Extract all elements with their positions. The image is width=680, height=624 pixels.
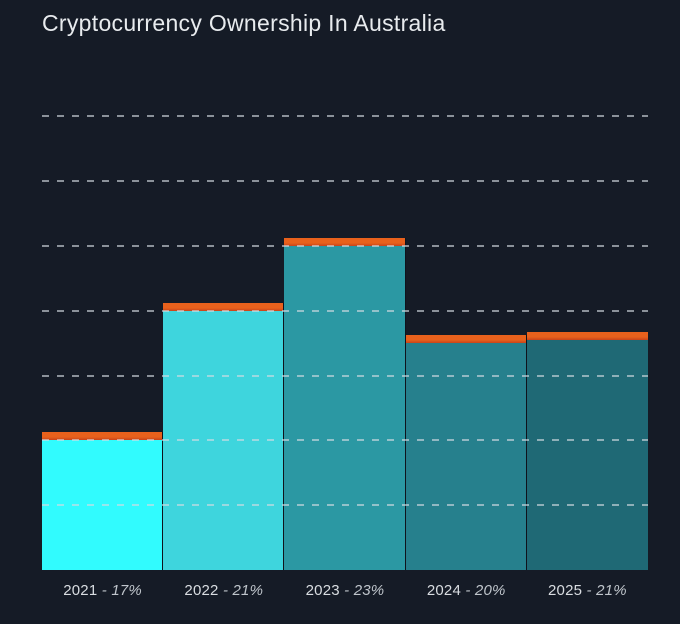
tick-value: - 20% [460, 582, 506, 599]
x-tick-label-2024: 2024 - 20% [406, 582, 527, 599]
bar-body-2021 [42, 440, 163, 570]
tick-value: - 21% [582, 582, 627, 599]
x-tick-label-2022: 2022 - 21% [163, 582, 284, 599]
bar-2025 [526, 331, 648, 570]
tick-year: 2021 [63, 582, 98, 599]
bar-cap-2021 [42, 432, 163, 441]
x-tick-label-2025: 2025 - 21% [527, 582, 648, 599]
tick-year: 2023 [305, 582, 340, 599]
tick-year: 2024 [426, 582, 461, 599]
x-axis-labels: 2021 - 17% 2022 - 21% 2023 - 23% 2024 - 20%… [42, 582, 648, 606]
bar-2022 [163, 302, 285, 570]
bar-cap-2024 [405, 335, 526, 344]
bar-2024 [405, 335, 527, 570]
bar-cap-2023 [284, 237, 405, 246]
plot-area [42, 100, 648, 570]
bar-2021 [42, 432, 164, 570]
bar-2023 [284, 237, 406, 570]
x-tick-label-2021: 2021 - 17% [42, 582, 163, 599]
tick-value: - 21% [218, 582, 264, 599]
tick-value: - 23% [339, 582, 385, 599]
bar-body-2024 [405, 343, 526, 570]
chart-title: Cryptocurrency Ownership In Australia [42, 10, 446, 36]
tick-value: - 17% [97, 582, 142, 599]
bar-body-2025 [526, 339, 648, 570]
bar-cap-2025 [526, 331, 648, 340]
bar-body-2023 [284, 245, 405, 570]
tick-year: 2025 [548, 582, 583, 599]
bars-layer [42, 100, 648, 570]
tick-year: 2022 [184, 582, 219, 599]
bar-body-2022 [163, 310, 284, 570]
x-tick-label-2023: 2023 - 23% [284, 582, 405, 599]
bar-cap-2022 [163, 302, 284, 311]
